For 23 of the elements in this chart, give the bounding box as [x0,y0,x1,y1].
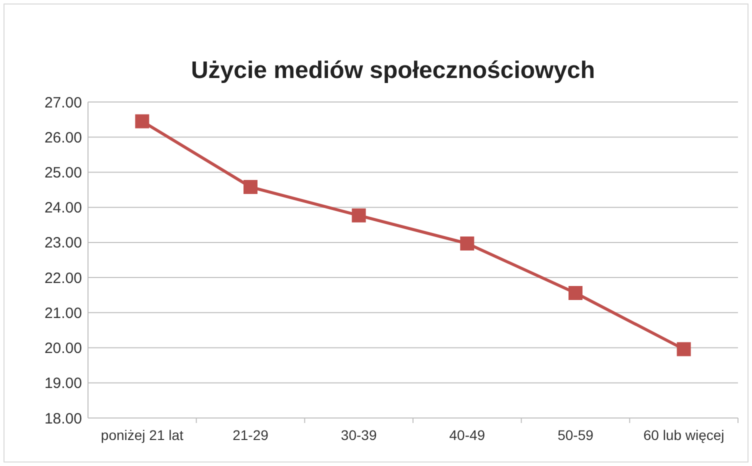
y-tick-label: 19.00 [44,375,82,392]
y-tick-label: 20.00 [44,340,82,358]
y-tick-label: 25.00 [44,164,82,182]
x-tick-label: 50-59 [558,427,594,443]
x-tick-label: poniżej 21 lat [100,427,184,443]
y-tick-label: 18.00 [44,410,82,428]
y-tick-label: 24.00 [44,200,82,217]
point [352,208,366,222]
point [676,342,691,356]
y-tick-label: 21.00 [44,304,82,322]
x-tick-label: 30-39 [340,427,377,443]
x-tick-label: 21-29 [232,427,269,443]
point [568,286,582,300]
y-tick-label: 26.00 [44,129,82,146]
x-tick-label: 60 lub więcej [643,427,724,443]
point [460,236,474,250]
y-tick-label: 23.00 [44,234,82,252]
y-tick-label: 27.00 [44,94,82,112]
y-tick-label: 22.00 [44,270,82,287]
chart-title: Użycie mediów społecznościowych [190,57,596,84]
x-tick-label: 40-49 [449,427,486,443]
point [135,114,150,128]
point [244,180,258,194]
